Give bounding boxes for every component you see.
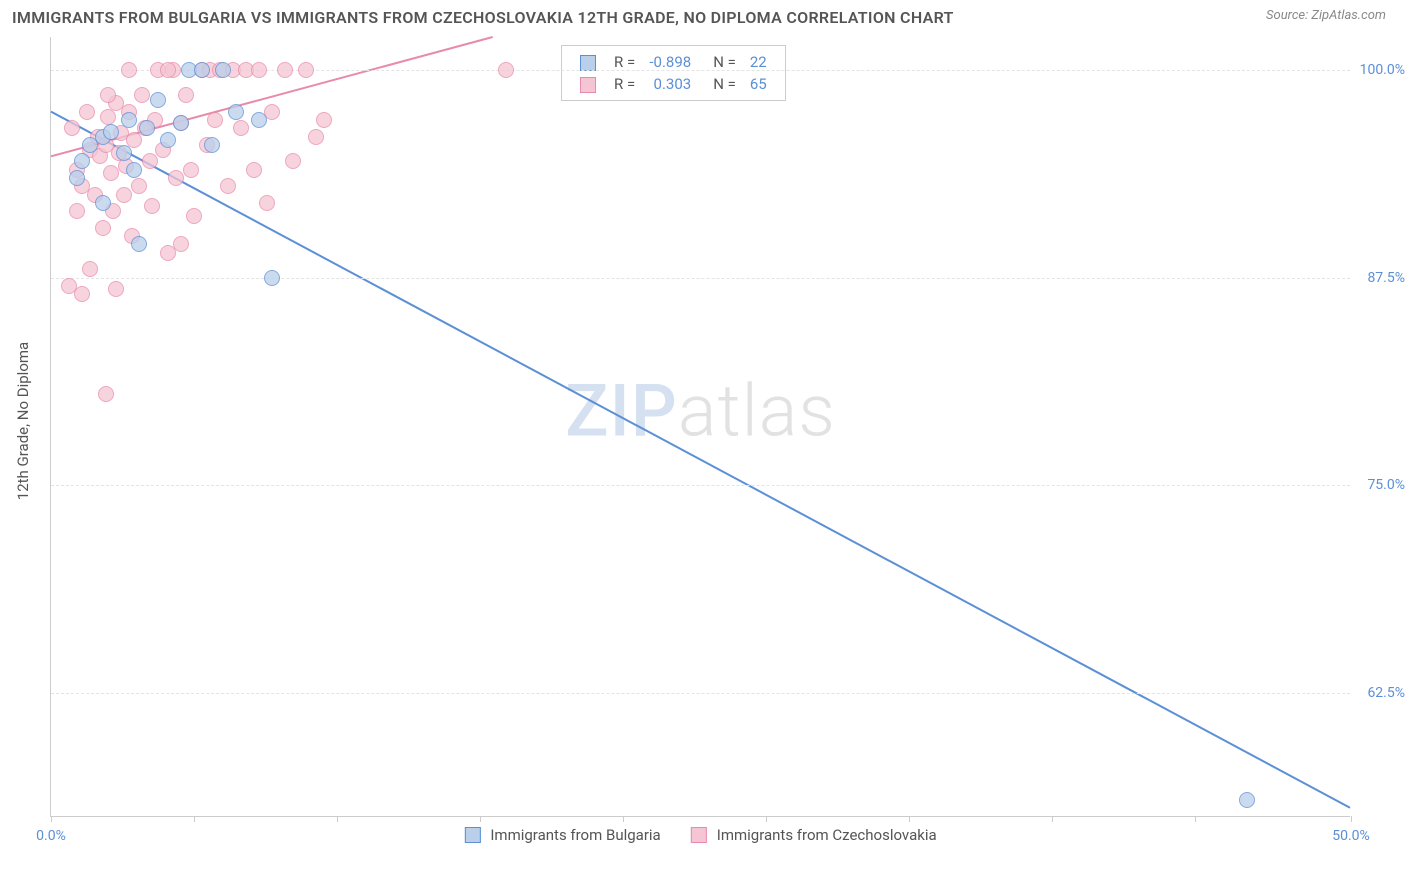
data-point <box>139 120 155 136</box>
data-point <box>108 281 124 297</box>
chart-area: 12th Grade, No Diploma ZIPatlas R =-0.89… <box>0 31 1406 881</box>
data-point <box>79 104 95 120</box>
x-tick <box>1052 816 1053 822</box>
legend-swatch-icon <box>464 827 480 843</box>
data-point <box>186 208 202 224</box>
x-tick <box>337 816 338 822</box>
data-point <box>82 261 98 277</box>
data-point <box>116 145 132 161</box>
data-point <box>194 62 210 78</box>
legend-item-czech: Immigrants from Czechoslovakia <box>691 826 937 844</box>
data-point <box>121 62 137 78</box>
data-point <box>220 178 236 194</box>
y-tick-label: 75.0% <box>1367 477 1405 493</box>
y-tick-label: 87.5% <box>1367 270 1405 286</box>
data-point <box>183 162 199 178</box>
x-tick <box>480 816 481 822</box>
x-tick-label: 50.0% <box>1332 828 1370 844</box>
series-legend: Immigrants from Bulgaria Immigrants from… <box>464 826 936 844</box>
data-point <box>160 132 176 148</box>
data-point <box>61 278 77 294</box>
data-point <box>142 153 158 169</box>
data-point <box>285 153 301 169</box>
gridline <box>51 693 1350 694</box>
y-axis-label: 12th Grade, No Diploma <box>14 342 32 500</box>
data-point <box>204 137 220 153</box>
data-point <box>251 62 267 78</box>
data-point <box>121 112 137 128</box>
data-point <box>228 104 244 120</box>
data-point <box>64 120 80 136</box>
gridline <box>51 278 1350 279</box>
data-point <box>126 162 142 178</box>
x-tick <box>623 816 624 822</box>
y-tick-label: 62.5% <box>1367 685 1405 701</box>
data-point <box>100 87 116 103</box>
data-point <box>134 87 150 103</box>
stats-legend: R =-0.898N =22R =0.303N =65 <box>561 45 786 101</box>
data-point <box>95 195 111 211</box>
data-point <box>69 170 85 186</box>
stats-row: R =0.303N =65 <box>574 74 773 94</box>
data-point <box>298 62 314 78</box>
trend-lines <box>51 37 1350 816</box>
x-tick <box>1351 816 1352 822</box>
data-point <box>98 386 114 402</box>
x-tick <box>1195 816 1196 822</box>
plot-region: ZIPatlas R =-0.898N =22R =0.303N =65 Imm… <box>50 37 1350 817</box>
y-tick-label: 100.0% <box>1360 62 1405 78</box>
data-point <box>308 129 324 145</box>
x-tick-label: 0.0% <box>36 828 66 844</box>
data-point <box>259 195 275 211</box>
legend-item-bulgaria: Immigrants from Bulgaria <box>464 826 660 844</box>
data-point <box>233 120 249 136</box>
data-point <box>498 62 514 78</box>
data-point <box>207 112 223 128</box>
x-tick <box>909 816 910 822</box>
legend-swatch-icon <box>691 827 707 843</box>
data-point <box>1239 792 1255 808</box>
data-point <box>215 62 231 78</box>
data-point <box>74 153 90 169</box>
data-point <box>251 112 267 128</box>
legend-label: Immigrants from Bulgaria <box>490 826 660 844</box>
data-point <box>277 62 293 78</box>
x-tick <box>194 816 195 822</box>
x-tick <box>766 816 767 822</box>
data-point <box>131 178 147 194</box>
data-point <box>246 162 262 178</box>
data-point <box>131 236 147 252</box>
chart-title: IMMIGRANTS FROM BULGARIA VS IMMIGRANTS F… <box>12 8 954 27</box>
x-tick <box>51 816 52 822</box>
data-point <box>316 112 332 128</box>
data-point <box>150 92 166 108</box>
data-point <box>103 165 119 181</box>
data-point <box>160 62 176 78</box>
data-point <box>264 270 280 286</box>
gridline <box>51 485 1350 486</box>
data-point <box>173 115 189 131</box>
data-point <box>116 187 132 203</box>
legend-label: Immigrants from Czechoslovakia <box>717 826 937 844</box>
watermark: ZIPatlas <box>565 368 836 453</box>
chart-source: Source: ZipAtlas.com <box>1266 8 1386 23</box>
data-point <box>178 87 194 103</box>
data-point <box>173 236 189 252</box>
data-point <box>144 198 160 214</box>
data-point <box>103 124 119 140</box>
data-point <box>69 203 85 219</box>
data-point <box>95 220 111 236</box>
stats-row: R =-0.898N =22 <box>574 52 773 72</box>
chart-header: IMMIGRANTS FROM BULGARIA VS IMMIGRANTS F… <box>0 0 1406 31</box>
data-point <box>168 170 184 186</box>
